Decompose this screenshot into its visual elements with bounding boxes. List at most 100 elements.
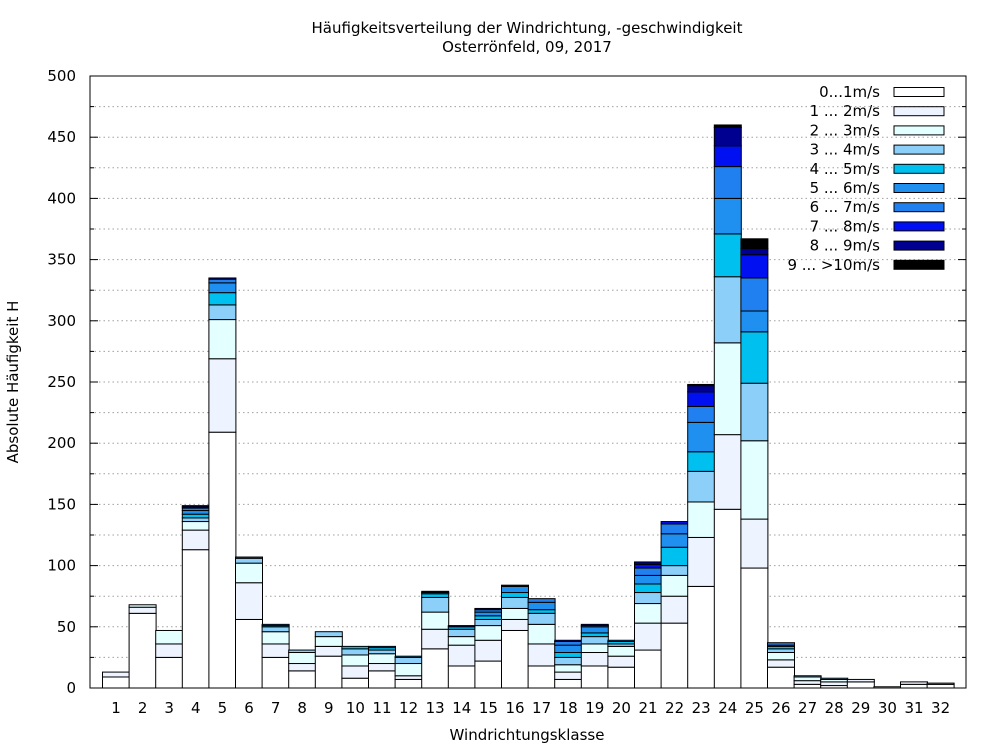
x-tick-label: 19 — [585, 699, 604, 717]
y-tick-label: 300 — [47, 312, 76, 330]
bar-segment — [527, 623, 556, 645]
bar-segment — [501, 584, 529, 587]
bar-segment — [235, 582, 263, 620]
x-tick-label: 11 — [372, 699, 391, 717]
x-tick-label: 27 — [798, 699, 817, 717]
bar-segment — [128, 606, 157, 614]
bar-segment — [713, 508, 742, 689]
bar-segment — [447, 644, 476, 667]
bar-segment — [607, 666, 636, 689]
legend-label: 5 ... 6m/s — [810, 179, 881, 197]
x-tick-label: 8 — [297, 699, 307, 717]
x-tick-label: 32 — [931, 699, 950, 717]
bar-segment — [421, 596, 450, 613]
y-tick-label: 100 — [47, 557, 76, 575]
bar-segment — [846, 678, 875, 683]
legend-swatch — [893, 106, 945, 117]
bar-segment — [713, 342, 742, 436]
bar-segment — [421, 590, 450, 594]
bar-segment — [181, 517, 210, 523]
bar-segment — [740, 254, 769, 279]
bar-segment — [793, 683, 822, 689]
bar-segment — [554, 652, 583, 658]
legend-swatch — [893, 87, 945, 97]
bar-segment — [793, 676, 822, 682]
bar-segment — [580, 632, 609, 638]
y-tick-label: 200 — [47, 434, 76, 452]
bar-segment — [687, 536, 716, 587]
bar-segment — [687, 405, 716, 423]
bar-segment — [341, 654, 370, 667]
bar-segment — [208, 304, 237, 321]
bar-segment — [501, 618, 529, 631]
bar-segment — [660, 574, 689, 597]
bar-segment — [261, 656, 290, 689]
y-tick-label: 50 — [57, 618, 76, 636]
bar-segment — [261, 626, 290, 633]
bar-segment — [102, 671, 130, 678]
bar-segment — [687, 421, 716, 453]
bar-segment — [288, 652, 317, 665]
bar-segment — [660, 521, 689, 525]
bar-segment — [740, 310, 769, 333]
bar-segment — [793, 675, 822, 678]
x-tick-label: 14 — [452, 699, 471, 717]
bar-segment — [527, 665, 556, 689]
bar-segment — [288, 649, 317, 654]
bar-segment — [235, 557, 263, 564]
bar-segment — [740, 248, 769, 256]
bar-segment — [687, 501, 716, 538]
bar-segment — [554, 656, 583, 666]
bar-segment — [660, 546, 689, 567]
x-tick-label: 10 — [346, 699, 365, 717]
x-tick-label: 20 — [612, 699, 631, 717]
bar-segment — [634, 649, 662, 689]
y-axis-ticks: 0 50 100 150 200 250 300 350 400 450 500 — [47, 67, 966, 697]
x-tick-label: 9 — [324, 699, 334, 717]
x-tick-label: 30 — [878, 699, 897, 717]
bar-segment — [261, 631, 290, 645]
bar-segment — [900, 681, 928, 685]
bar-segment — [660, 533, 689, 548]
bar-segment — [447, 665, 476, 689]
x-tick-label: 3 — [164, 699, 174, 717]
bar-segment — [713, 434, 742, 510]
legend-label: 0...1m/s — [819, 83, 880, 101]
y-tick-label: 450 — [47, 128, 76, 146]
bar-segment — [740, 518, 769, 569]
x-tick-label: 16 — [505, 699, 524, 717]
y-tick-label: 0 — [66, 679, 76, 697]
bar-segment — [421, 648, 450, 689]
y-tick-label: 500 — [47, 67, 76, 85]
bar-segment — [554, 644, 583, 654]
bar-segment — [740, 567, 769, 689]
bar-segment — [740, 382, 769, 442]
bar-segment — [580, 636, 609, 645]
bar-segment — [767, 666, 795, 689]
bar-segment — [421, 593, 450, 598]
bar-segment — [607, 655, 636, 668]
bar-segment — [314, 631, 343, 638]
bar-segment — [368, 645, 396, 649]
bar-segment — [235, 618, 263, 689]
bar-segment — [713, 233, 742, 278]
bar-segment — [208, 278, 237, 284]
y-tick-label: 350 — [47, 251, 76, 269]
y-axis-label: Absolute Häufigkeit H — [4, 301, 22, 464]
chart-title: Häufigkeitsverteilung der Windrichtung, … — [312, 19, 743, 37]
x-tick-label: 26 — [771, 699, 790, 717]
bar-segment — [474, 615, 503, 620]
grid-lines — [90, 106, 966, 658]
bar-segment — [527, 601, 556, 611]
bar-segment — [181, 513, 210, 519]
bar-segment — [128, 612, 157, 689]
legend-swatch — [893, 221, 945, 232]
bar-segment — [554, 678, 583, 689]
legend-swatch — [893, 183, 945, 193]
bar-segment — [634, 583, 662, 594]
bar-segment — [501, 596, 529, 609]
x-tick-label: 4 — [191, 699, 201, 717]
bar-segment — [926, 683, 955, 689]
x-tick-label: 23 — [692, 699, 711, 717]
